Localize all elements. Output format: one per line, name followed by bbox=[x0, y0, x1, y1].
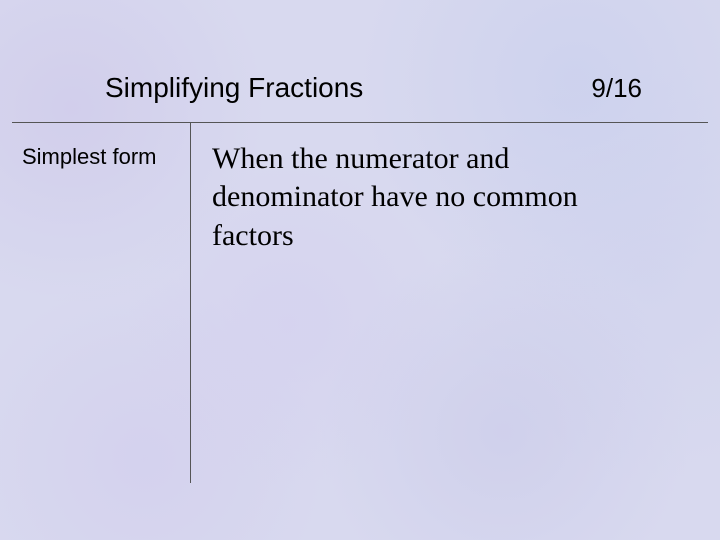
horizontal-rule bbox=[12, 122, 708, 123]
header-row: Simplifying Fractions 9/16 bbox=[0, 72, 720, 104]
vertical-rule bbox=[190, 123, 191, 483]
page-date: 9/16 bbox=[591, 73, 642, 104]
page-title: Simplifying Fractions bbox=[105, 72, 363, 104]
note-definition: When the numerator and denominator have … bbox=[212, 140, 652, 255]
note-term: Simplest form bbox=[22, 144, 156, 170]
